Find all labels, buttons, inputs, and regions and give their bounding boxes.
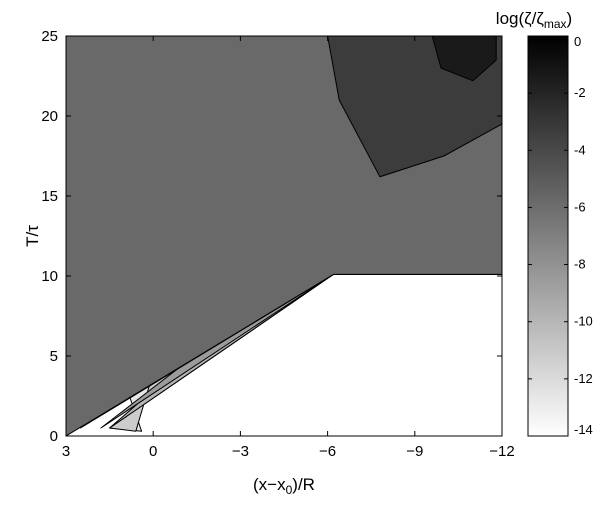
y-tick-label: 10 [41, 268, 58, 285]
plot-border [65, 35, 503, 437]
contour-band-level-0-7 [431, 36, 497, 82]
x-axis-ticks: 3 0 −3 −6 −9 −12 [62, 36, 515, 460]
colorbar-tick-label: -6 [574, 199, 586, 214]
x-tick-label: −9 [406, 443, 423, 460]
colorbar-tick-label: 0 [574, 34, 581, 49]
contour-layer [66, 36, 502, 436]
colorbar-tick-label: -4 [574, 142, 586, 157]
colorbar-tick-label: -14 [574, 422, 593, 437]
colorbar-tick-label: -2 [574, 85, 586, 100]
x-tick-label: −6 [319, 443, 336, 460]
y-tick-label: 20 [41, 108, 58, 125]
x-tick-label: 3 [62, 443, 70, 460]
colorbar: 0 -2 -4 -6 -8 -10 -12 -14 [527, 34, 593, 437]
y-axis-ticks: 0 5 10 15 20 25 [41, 28, 502, 445]
colorbar-tick-label: -12 [574, 371, 593, 386]
colorbar-tick-label: -10 [574, 314, 593, 329]
colorbar-ticks: 0 -2 -4 -6 -8 -10 -12 -14 [528, 34, 593, 437]
x-tick-label: −3 [232, 443, 249, 460]
colorbar-label: log(ζ/ζmax) [496, 9, 572, 31]
y-tick-label: 25 [41, 28, 58, 45]
plot-frame [65, 35, 503, 437]
colorbar-gradient [527, 35, 569, 437]
y-axis-label: T/τ [23, 225, 42, 247]
x-tick-label: −12 [489, 443, 514, 460]
y-tick-label: 15 [41, 188, 58, 205]
y-tick-label: 5 [50, 348, 58, 365]
x-axis-label: (x−x0)/R [253, 475, 315, 497]
colorbar-tick-label: -8 [574, 257, 586, 272]
y-tick-label: 0 [50, 428, 58, 445]
x-tick-label: 0 [149, 443, 157, 460]
